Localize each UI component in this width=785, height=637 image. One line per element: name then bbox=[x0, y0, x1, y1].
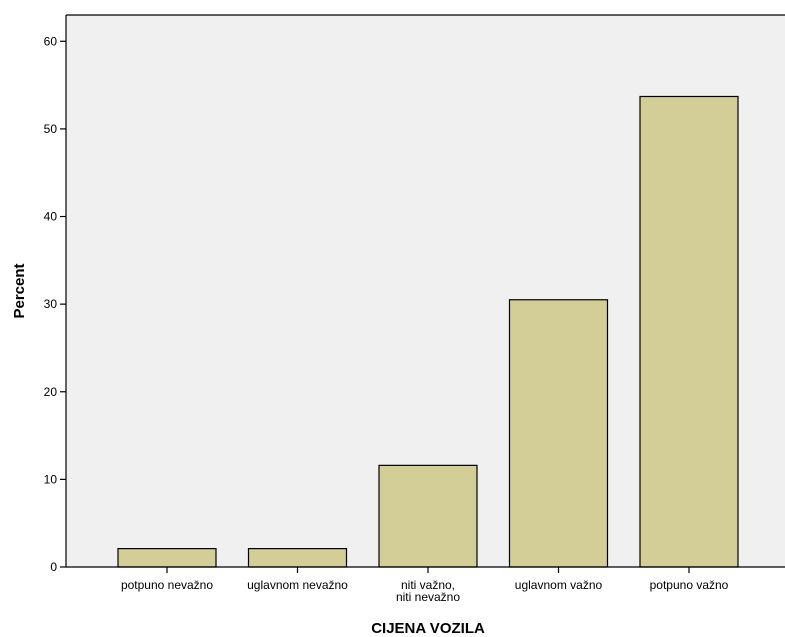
bar-4 bbox=[639, 95, 739, 568]
y-tick-label-2: 20 bbox=[44, 385, 58, 399]
y-tick-label-5: 50 bbox=[44, 122, 58, 136]
y-tick-label-1: 10 bbox=[44, 472, 58, 486]
x-tick-label-2: niti važno, niti nevažno bbox=[396, 578, 460, 604]
x-tick-label-1: uglavnom nevažno bbox=[247, 578, 348, 592]
y-tick-label-3: 30 bbox=[44, 297, 58, 311]
x-axis-title: CIJENA VOZILA bbox=[371, 620, 485, 637]
tick-labels: 0 10 20 30 40 50 60 potpuno nevažno uglavnom nev… bbox=[44, 34, 729, 604]
y-tick-label-4: 40 bbox=[44, 210, 58, 224]
bar-0 bbox=[117, 547, 217, 568]
bars bbox=[117, 95, 739, 568]
y-axis-title: Percent bbox=[11, 263, 28, 318]
x-tick-label-4: potpuno važno bbox=[650, 578, 729, 592]
x-tick-label-0: potpuno nevažno bbox=[121, 578, 213, 592]
axes bbox=[60, 14, 785, 573]
bar-2 bbox=[378, 464, 478, 568]
bar-1 bbox=[247, 547, 348, 568]
bar-3 bbox=[508, 299, 609, 568]
y-tick-label-0: 0 bbox=[50, 560, 57, 574]
y-tick-label-6: 60 bbox=[44, 34, 58, 48]
x-tick-label-3: uglavnom važno bbox=[515, 578, 603, 592]
